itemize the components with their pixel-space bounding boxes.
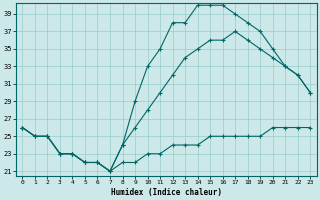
X-axis label: Humidex (Indice chaleur): Humidex (Indice chaleur) xyxy=(111,188,222,197)
